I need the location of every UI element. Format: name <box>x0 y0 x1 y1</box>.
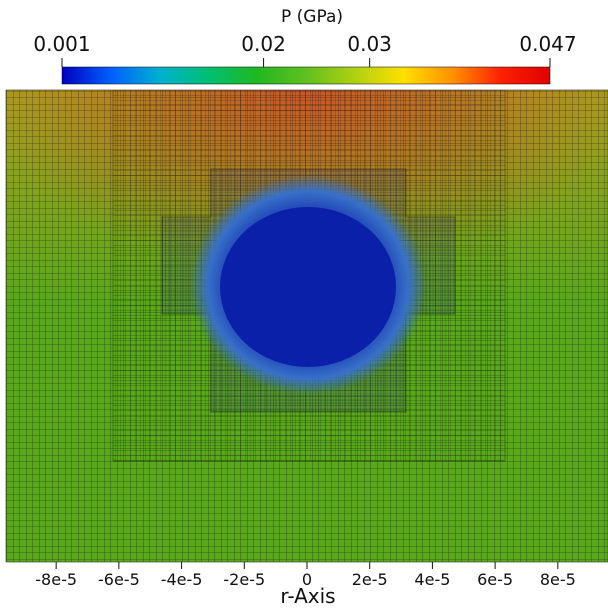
colorbar: P (GPa) 0.001 0.047 0.02 0.03 <box>33 7 577 85</box>
x-axis-tick-label: -6e-5 <box>98 570 140 589</box>
x-axis-ticks: -8e-5 -6e-5 -4e-5 -2e-5 0 2e-5 4e-5 6e-5 8e-5 <box>35 562 576 589</box>
x-axis-label: r-Axis <box>280 584 335 608</box>
colorbar-tick-label: 0.03 <box>347 32 392 56</box>
x-axis-tick-label: -4e-5 <box>161 570 203 589</box>
colorbar-gradient <box>61 66 551 85</box>
x-axis-tick-label: 8e-5 <box>540 570 576 589</box>
x-axis-tick-label: 6e-5 <box>477 570 513 589</box>
x-axis-tick-label: 0 <box>302 570 312 589</box>
colorbar-tick-label: 0.02 <box>241 32 286 56</box>
x-axis-tick-label: 4e-5 <box>414 570 450 589</box>
colorbar-max-label: 0.047 <box>519 32 576 56</box>
colorbar-ticks: 0.02 0.03 <box>61 32 551 67</box>
x-axis-tick-label: 2e-5 <box>352 570 388 589</box>
bubble-core <box>220 207 396 367</box>
x-axis-tick-label: -8e-5 <box>35 570 77 589</box>
pressure-field <box>6 90 608 562</box>
colorbar-title: P (GPa) <box>281 7 343 27</box>
x-axis-tick-label: -2e-5 <box>223 570 265 589</box>
colorbar-min-label: 0.001 <box>33 32 90 56</box>
